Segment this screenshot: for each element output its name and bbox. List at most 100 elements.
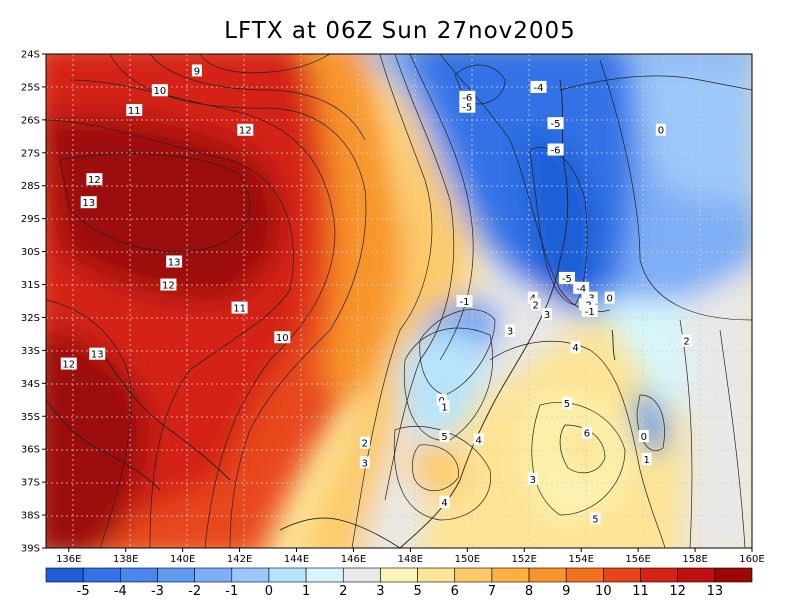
svg-text:-4: -4 [533, 83, 543, 94]
contour-label: 5 [561, 397, 572, 410]
svg-text:4: 4 [441, 498, 447, 509]
colorbar-label: 2 [339, 584, 347, 599]
contour-label: -5 [547, 117, 564, 130]
plot-title: LFTX at 06Z Sun 27nov2005 [224, 18, 576, 44]
svg-text:13: 13 [91, 350, 104, 361]
svg-text:2: 2 [362, 439, 368, 450]
svg-text:-4: -4 [576, 284, 586, 295]
lat-tick-label: 26S [21, 115, 40, 126]
colorbar-label: 5 [413, 584, 421, 599]
colorbar-label: 13 [707, 584, 724, 599]
colorbar-swatch [565, 567, 604, 583]
contour-label: 12 [160, 278, 177, 292]
contour-label: 1 [439, 400, 450, 413]
svg-text:3: 3 [544, 310, 550, 321]
contour-label: 3 [359, 456, 370, 469]
contour-label: 12 [60, 357, 77, 371]
colorbar-label: 7 [488, 584, 496, 599]
lon-tick-label: 152E [512, 554, 537, 565]
svg-text:10: 10 [154, 86, 167, 97]
svg-text:1: 1 [441, 402, 447, 413]
colorbar-swatch [677, 567, 716, 583]
colorbar-label: -1 [225, 584, 238, 599]
lat-tick-label: 27S [21, 148, 40, 159]
svg-text:12: 12 [162, 281, 175, 292]
colorbar-label: 9 [562, 584, 570, 599]
colorbar-label: 10 [595, 584, 612, 599]
svg-text:12: 12 [239, 126, 252, 137]
colorbar-swatch [603, 567, 641, 583]
colorbar-label: 6 [451, 584, 459, 599]
colorbar-swatch [194, 567, 233, 583]
colorbar-swatch [268, 567, 307, 583]
contour-label: 4 [570, 341, 581, 354]
contour-label: 13 [80, 196, 97, 209]
svg-text:0: 0 [641, 432, 647, 443]
svg-text:10: 10 [276, 333, 289, 344]
shaded-field: 91011121213131211101312-6-5-4-5-60-5-4-3… [46, 54, 752, 548]
svg-text:6: 6 [584, 429, 590, 440]
lat-tick-label: 33S [21, 346, 40, 357]
colorbar-swatch [157, 567, 195, 583]
contour-label: 2 [530, 298, 541, 311]
lat-tick-label: 39S [21, 544, 40, 555]
contour-label: -5 [558, 271, 575, 285]
contour-label: 12 [86, 173, 103, 186]
contour-label: 1 [641, 453, 652, 466]
svg-text:-1: -1 [585, 307, 595, 318]
contour-label: 4 [473, 433, 484, 446]
contour-label: 4 [439, 495, 450, 509]
svg-text:3: 3 [530, 475, 536, 486]
contour-lines [46, 54, 752, 548]
svg-text:2: 2 [683, 337, 689, 348]
lon-tick-label: 146E [341, 554, 366, 565]
colorbar-label: 1 [302, 584, 310, 599]
contour-labels: 91011121213131211101312-6-5-4-5-60-5-4-3… [60, 64, 692, 525]
lon-tick-label: 158E [682, 554, 707, 565]
lat-tick-label: 29S [21, 214, 40, 225]
svg-text:0: 0 [658, 126, 664, 137]
svg-text:-6: -6 [462, 93, 472, 104]
contour-label: 0 [638, 430, 649, 443]
contour-label: 3 [527, 472, 538, 486]
svg-text:-1: -1 [459, 297, 469, 308]
colorbar-swatch [417, 567, 456, 583]
colorbar-swatch [305, 567, 344, 583]
colorbar-swatch [491, 567, 530, 583]
colorbar-label: 0 [265, 584, 273, 599]
lat-tick-label: 25S [21, 82, 40, 93]
coastline [46, 79, 616, 548]
lat-tick-label: 36S [21, 445, 40, 456]
lat-tick-label: 32S [21, 313, 40, 324]
svg-text:13: 13 [168, 257, 181, 268]
contour-label: -4 [530, 80, 547, 94]
svg-text:11: 11 [233, 304, 246, 315]
lat-tick-label: 24S [21, 50, 40, 61]
colorbar-swatch [120, 567, 158, 583]
lon-tick-label: 150E [455, 554, 480, 565]
contour-label: 11 [126, 103, 143, 117]
lat-tick-label: 38S [21, 511, 40, 522]
lon-tick-label: 154E [568, 554, 593, 565]
svg-text:2: 2 [532, 300, 538, 311]
contour-label: 0 [655, 123, 666, 137]
lat-tick-label: 30S [21, 247, 40, 258]
colorbar-swatch [528, 567, 567, 583]
latitude-axis: 24S 25S 26S 27S 28S 29S 30S 31S 32S 33S 34S 35S 36S 3… [21, 50, 46, 555]
contour-label: -1 [581, 304, 598, 318]
contour-label: -1 [456, 295, 473, 308]
lon-tick-label: 148E [398, 554, 423, 565]
svg-text:12: 12 [88, 175, 101, 186]
lon-tick-label: 140E [170, 554, 195, 565]
lat-tick-label: 37S [21, 478, 40, 489]
colorbar-swatch [380, 567, 418, 583]
contour-label: 6 [581, 426, 592, 440]
colorbar-swatch [231, 567, 270, 583]
contour-label: 2 [359, 436, 370, 450]
contour-label: 0 [604, 291, 615, 305]
lon-tick-label: 144E [284, 554, 309, 565]
plot-frame [45, 53, 753, 549]
contour-label: 11 [231, 301, 248, 315]
lon-tick-label: 138E [113, 554, 138, 565]
longitude-axis: 136E 138E 140E 142E 144E 146E 148E 150E 152E 154E… [56, 548, 765, 565]
